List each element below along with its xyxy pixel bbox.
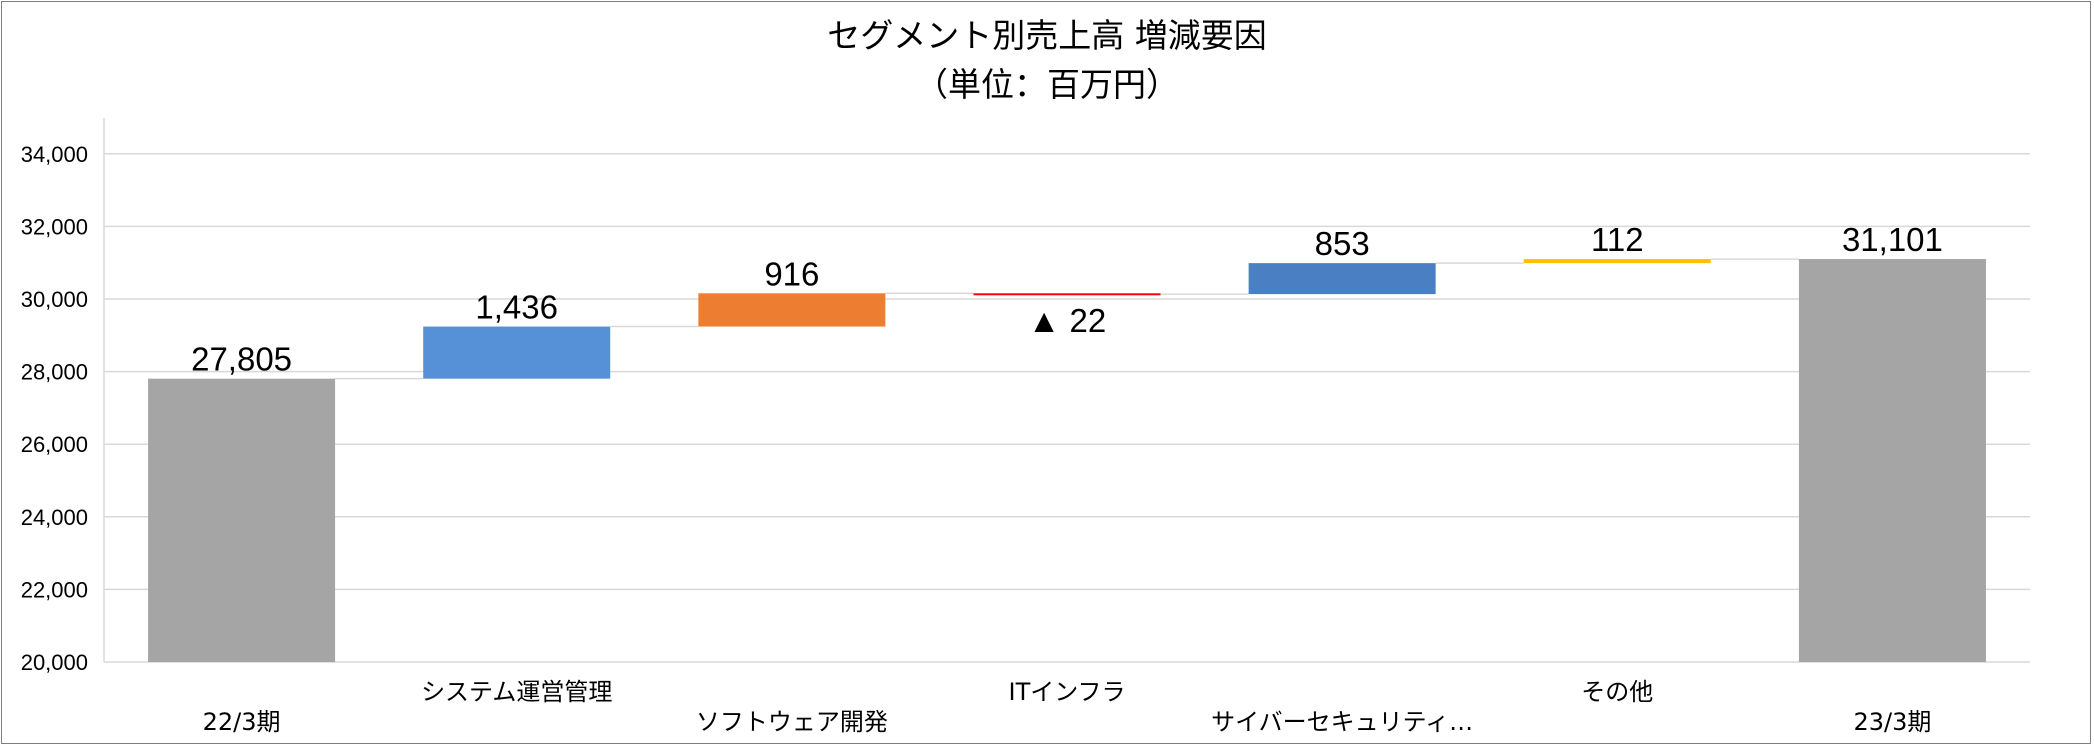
- x-tick-label: ソフトウェア開発: [696, 708, 888, 736]
- x-tick-label: 22/3期: [203, 708, 281, 736]
- bar: [698, 293, 886, 327]
- connector-lines: [335, 258, 1799, 380]
- y-tick-label: 34,000: [21, 142, 88, 167]
- y-tick-label: 32,000: [21, 214, 88, 239]
- data-label: ▲ 22: [1028, 302, 1107, 339]
- bar: [423, 326, 611, 379]
- data-label: 853: [1315, 225, 1370, 262]
- y-tick-label: 24,000: [21, 505, 88, 530]
- data-label: 1,436: [475, 289, 558, 326]
- bar: [1523, 259, 1711, 264]
- data-label: 27,805: [191, 341, 292, 378]
- x-tick-label: その他: [1581, 678, 1653, 706]
- bar: [148, 378, 336, 662]
- x-tick-label: ITインフラ: [1008, 678, 1125, 706]
- data-label: 916: [764, 255, 819, 292]
- x-tick-label: システム運営管理: [421, 678, 612, 706]
- chart-title: セグメント別売上高 増減要因: [827, 16, 1267, 55]
- y-tick-label: 30,000: [21, 287, 88, 312]
- bar: [1248, 263, 1436, 295]
- data-labels: 27,805 1,436 916 ▲ 22 853 112 31,101: [191, 221, 1943, 378]
- data-label: 112: [1591, 221, 1644, 258]
- y-axis-tick-labels: 20,000 22,000 24,000 26,000 28,000 30,000 32,0…: [21, 142, 88, 675]
- y-tick-label: 26,000: [21, 432, 88, 457]
- y-tick-label: 22,000: [21, 577, 88, 602]
- bar: [973, 293, 1161, 296]
- chart-subtitle: （単位：百万円）: [915, 65, 1179, 104]
- gridlines: [103, 118, 2030, 663]
- bar: [1798, 259, 1986, 662]
- y-tick-label: 28,000: [21, 360, 88, 385]
- data-label: 31,101: [1842, 221, 1943, 258]
- x-tick-label: サイバーセキュリティ…: [1211, 708, 1473, 736]
- x-tick-label: 23/3期: [1853, 708, 1931, 736]
- y-tick-label: 20,000: [21, 650, 88, 675]
- bars: [148, 259, 1986, 662]
